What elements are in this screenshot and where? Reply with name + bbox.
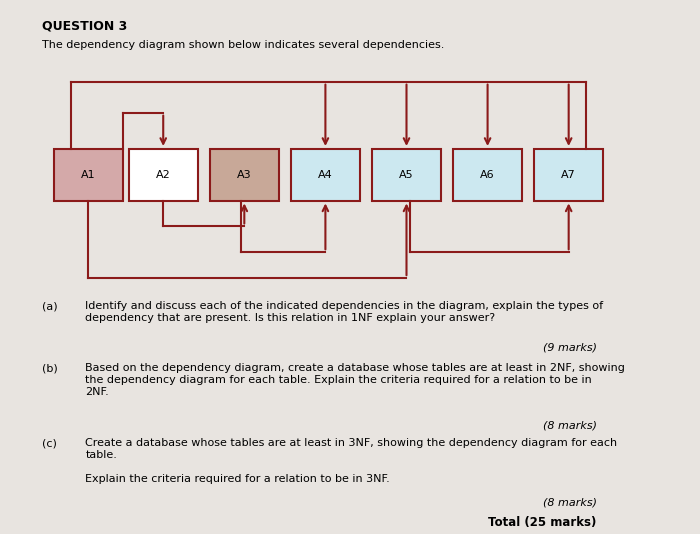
Text: The dependency diagram shown below indicates several dependencies.: The dependency diagram shown below indic… — [41, 41, 444, 50]
FancyBboxPatch shape — [291, 149, 360, 201]
FancyBboxPatch shape — [372, 149, 441, 201]
Text: (c): (c) — [41, 438, 57, 448]
Text: QUESTION 3: QUESTION 3 — [41, 20, 127, 33]
Text: A3: A3 — [237, 170, 251, 180]
Text: A5: A5 — [399, 170, 414, 180]
Text: Based on the dependency diagram, create a database whose tables are at least in : Based on the dependency diagram, create … — [85, 363, 625, 397]
FancyBboxPatch shape — [454, 149, 522, 201]
FancyBboxPatch shape — [534, 149, 603, 201]
Text: (b): (b) — [41, 363, 57, 373]
FancyBboxPatch shape — [210, 149, 279, 201]
Text: A1: A1 — [81, 170, 96, 180]
Text: Create a database whose tables are at least in 3NF, showing the dependency diagr: Create a database whose tables are at le… — [85, 438, 617, 460]
Text: (8 marks): (8 marks) — [542, 498, 596, 508]
Text: (a): (a) — [41, 301, 57, 311]
Text: A4: A4 — [318, 170, 332, 180]
Text: (9 marks): (9 marks) — [542, 343, 596, 352]
Text: A6: A6 — [480, 170, 495, 180]
Text: Identify and discuss each of the indicated dependencies in the diagram, explain : Identify and discuss each of the indicat… — [85, 301, 603, 323]
FancyBboxPatch shape — [129, 149, 197, 201]
Text: Total (25 marks): Total (25 marks) — [489, 516, 596, 529]
Text: (8 marks): (8 marks) — [542, 420, 596, 430]
Text: A7: A7 — [561, 170, 576, 180]
FancyBboxPatch shape — [54, 149, 122, 201]
Text: A2: A2 — [156, 170, 171, 180]
Text: Explain the criteria required for a relation to be in 3NF.: Explain the criteria required for a rela… — [85, 474, 390, 484]
